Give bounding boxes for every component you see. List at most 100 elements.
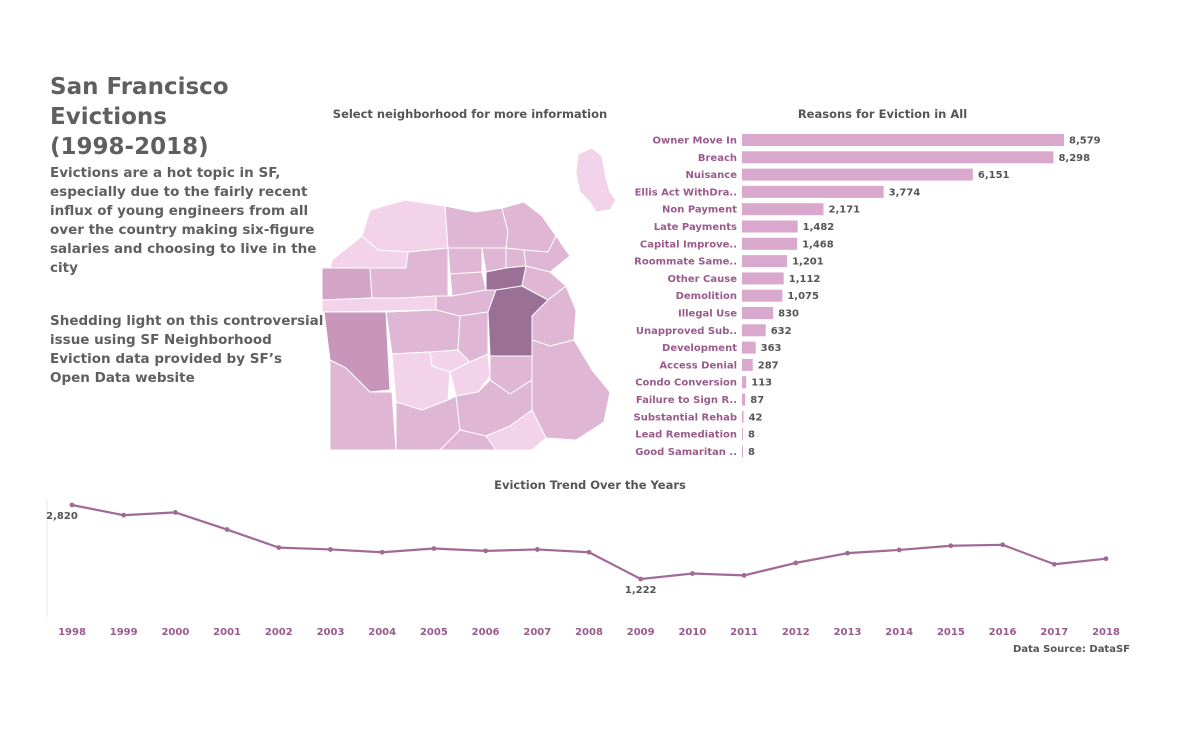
bar[interactable] [742,220,798,233]
year-tick-label: 2008 [575,627,603,638]
bar[interactable] [742,410,744,423]
year-tick-label: 2009 [627,627,655,638]
trend-point[interactable] [173,510,178,515]
trend-point[interactable] [534,547,540,552]
bar[interactable] [742,358,753,371]
map-region-outer-richmond[interactable] [321,267,373,301]
trend-point[interactable] [948,543,954,549]
bar[interactable] [742,376,747,389]
trend-annotation-label: 1,222 [625,585,657,596]
bar-value-label: 113 [751,378,772,389]
trend-point[interactable] [586,549,592,555]
source-paragraph: Shedding light on this controversial iss… [50,313,324,386]
bar[interactable] [742,341,756,354]
trend-point[interactable] [121,512,127,518]
trend-point[interactable] [1000,542,1005,548]
trend-point[interactable] [845,550,850,556]
bar-category-label: Good Samaritan .. [635,447,737,458]
year-tick-label: 2014 [885,627,913,638]
bar[interactable] [742,237,798,250]
trend-point[interactable] [276,545,282,551]
trend-point[interactable] [483,548,488,554]
map-region-russian-hill[interactable] [505,247,527,269]
year-tick-label: 2018 [1092,627,1120,638]
bar[interactable] [742,151,1054,164]
bar-category-label: Ellis Act WithDra.. [635,187,737,198]
bar[interactable] [742,307,774,319]
trend-point[interactable] [1103,556,1109,562]
bar-value-label: 1,112 [789,274,821,285]
year-tick-label: 2004 [368,627,396,638]
bar-category-label: Capital Improve.. [640,239,737,250]
map-region-noe-valley[interactable] [457,311,489,363]
trend-point[interactable] [431,546,437,551]
map-region-north-beach[interactable] [501,201,557,253]
year-tick-label: 2017 [1040,627,1068,638]
map-region-inner-sunset[interactable] [385,309,461,355]
trend-line [71,503,1107,581]
map-region-bayview[interactable] [531,339,611,441]
year-tick-label: 2010 [678,627,706,638]
reasons-bar-chart: Owner Move In 8,579 Breach 8,298 Nuisance 6,1… [634,134,1101,458]
neighborhood-map[interactable] [310,140,630,460]
trend-point[interactable] [69,502,75,508]
title-line-1: San Francisco Evictions [50,74,229,130]
bar-category-label: Condo Conversion [635,378,737,389]
trend-point[interactable] [224,527,230,532]
year-tick-label: 2016 [989,627,1017,638]
year-tick-label: 2012 [782,627,810,638]
bar-category-label: Development [662,343,737,354]
map-region-marina[interactable] [444,205,509,249]
trend-point[interactable] [328,547,333,552]
trend-annotation-label: 2,820 [46,511,78,522]
trend-point[interactable] [690,571,695,576]
bar-value-label: 363 [761,343,782,354]
bar-category-label: Non Payment [662,205,737,216]
bar-category-label: Breach [698,153,737,164]
bar[interactable] [742,185,884,198]
bar-value-label: 8 [748,447,755,458]
page-title: San Francisco Evictions (1998-2018) [50,72,350,162]
bar[interactable] [742,134,1064,146]
trend-point[interactable] [741,572,747,578]
bar[interactable] [742,445,743,458]
year-tick-label: 2015 [937,627,965,638]
bar[interactable] [742,203,824,216]
bar[interactable] [742,324,766,337]
year-tick-label: 2007 [523,627,551,638]
year-tick-label: 2002 [265,627,293,638]
year-tick-label: 2013 [834,627,862,638]
map-region-pacific-heights[interactable] [447,247,483,275]
map-region-portola[interactable] [439,429,497,451]
bar-category-label: Roommate Same.. [634,257,737,268]
trend-point[interactable] [379,549,385,555]
bar-category-label: Demolition [676,291,737,302]
trend-point[interactable] [896,547,902,553]
bar-value-label: 1,482 [803,222,835,233]
bar-category-label: Other Cause [667,274,737,285]
bar-value-label: 87 [750,395,764,406]
bar-chart-title: Reasons for Eviction in All [797,107,968,121]
data-source-note: Data Source: DataSF [1013,644,1130,655]
year-tick-label: 2011 [730,627,758,638]
bar[interactable] [742,393,746,406]
map-region-treasure-island[interactable] [575,147,617,213]
bar[interactable] [742,272,784,285]
bar[interactable] [742,168,973,181]
trend-point[interactable] [793,560,799,566]
bar-category-label: Failure to Sign R.. [636,395,737,406]
map-region-lakeshore[interactable] [329,359,397,451]
year-tick-label: 1999 [110,627,138,638]
bar-value-label: 287 [758,360,779,371]
bar-value-label: 830 [778,309,799,320]
year-tick-label: 2000 [161,627,189,638]
trend-point[interactable] [1051,561,1057,567]
bar-category-label: Late Payments [654,222,737,233]
bar[interactable] [742,289,783,302]
bar[interactable] [742,255,788,268]
trend-point[interactable] [638,576,644,582]
map-region-seacliff[interactable] [361,199,449,253]
bar[interactable] [742,428,743,441]
trend-line-chart: 1998 1999 2000 2001 2002 2003 2004 2005 2006 2007… [46,499,1120,638]
bar-category-label: Substantial Rehab [634,412,737,423]
